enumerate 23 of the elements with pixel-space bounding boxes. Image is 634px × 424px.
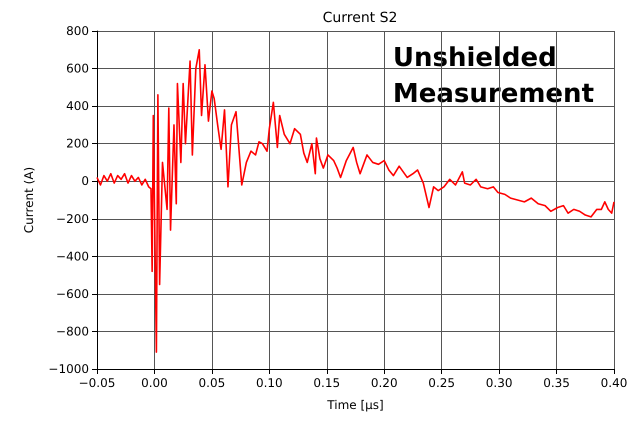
y-tick-label: 400 bbox=[66, 99, 89, 114]
x-tick-label: −0.05 bbox=[78, 376, 116, 390]
y-tick-label: 600 bbox=[66, 62, 89, 76]
y-tick-label: −800 bbox=[56, 324, 89, 338]
x-axis-title: Time [μs] bbox=[326, 398, 384, 412]
y-axis-title: Current (A) bbox=[22, 166, 36, 234]
y-tick-label: −400 bbox=[56, 249, 89, 264]
x-tick-label: 0.05 bbox=[198, 376, 226, 390]
y-tick-label: 800 bbox=[66, 24, 89, 38]
y-tick-label: 200 bbox=[66, 136, 89, 151]
y-tick-label: −600 bbox=[56, 286, 89, 301]
y-tick-label: 0 bbox=[81, 174, 89, 188]
x-tick-label: 0.10 bbox=[256, 376, 283, 390]
y-tick-label: −1000 bbox=[48, 362, 89, 376]
x-tick-label: 0.30 bbox=[486, 376, 512, 390]
x-tick-label: 0.35 bbox=[543, 376, 570, 390]
x-tick-label: 0.40 bbox=[600, 376, 628, 390]
x-tick-label: 0.15 bbox=[313, 376, 340, 390]
x-tick-label: 0.25 bbox=[428, 376, 456, 390]
x-tick-label: 0.20 bbox=[370, 376, 398, 390]
y-tick-label: −200 bbox=[56, 212, 89, 226]
chart-title: Current S2 bbox=[322, 10, 398, 26]
x-tick-label: 0.00 bbox=[141, 376, 168, 390]
